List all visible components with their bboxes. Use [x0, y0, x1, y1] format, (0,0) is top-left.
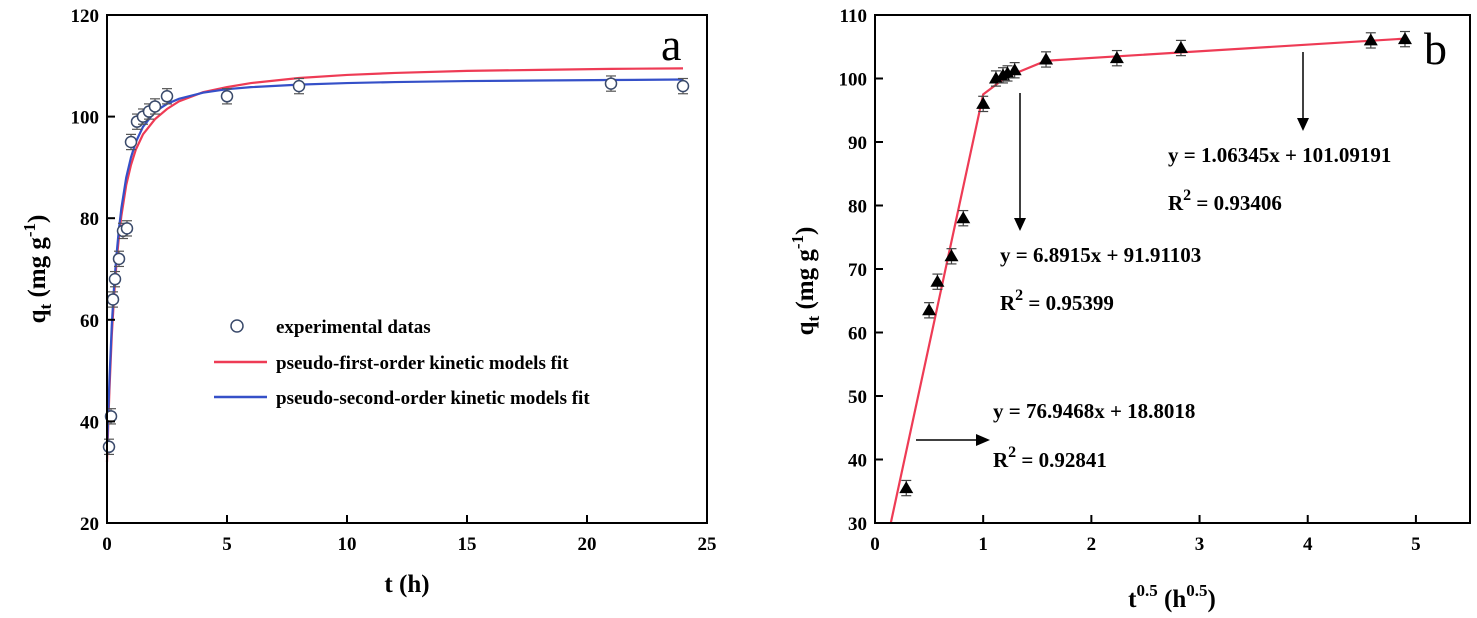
data-point: [988, 71, 1003, 84]
panel-a-y-axis-title: qt (mg g-1): [20, 215, 55, 324]
panel-b-y-tick-label: 110: [840, 6, 867, 27]
panel-b-y-axis-title: qt (mg g-1): [788, 227, 823, 336]
panel-b-y-tick-label: 30: [848, 514, 867, 535]
panel-b-y-tick-label: 80: [848, 197, 867, 218]
stage2-equation: y = 6.8915x + 91.91103: [1000, 243, 1201, 267]
data-point: [1000, 66, 1015, 79]
experimental-point: [676, 79, 690, 93]
panel-b-plot-area: [889, 30, 1412, 524]
panel-a-letter: a: [661, 19, 681, 70]
panel-b-y-tick-label: 100: [839, 70, 868, 91]
panel-b-arrows: [916, 52, 1309, 446]
panel-b-x-tick-label: 1: [978, 534, 988, 555]
legend-pso-label: pseudo-second-order kinetic models fit: [276, 388, 590, 409]
stage3-equation: y = 1.06345x + 101.09191: [1168, 143, 1391, 167]
panel-a-frame: [106, 14, 708, 524]
panel-b-x-tick-label: 2: [1087, 534, 1097, 555]
stage1-equation: y = 76.9468x + 18.8018: [993, 399, 1195, 423]
stage1-r2: R2 = 0.92841: [993, 444, 1107, 472]
panel-a-x-tick-label: 5: [222, 534, 232, 555]
arrow-stage2-head: [1014, 218, 1026, 231]
data-point: [922, 303, 937, 316]
panel-a-y-tick-label: 80: [80, 209, 99, 230]
legend-experimental-marker: [230, 319, 244, 333]
data-point: [1397, 32, 1412, 45]
experimental-point: [108, 272, 122, 286]
experimental-point: [292, 79, 306, 93]
stage3-r2: R2 = 0.93406: [1168, 187, 1282, 215]
panel-a-y-tick-label: 20: [80, 514, 99, 535]
panel-a-y-tick-label: 40: [80, 412, 99, 433]
data-point: [930, 274, 945, 287]
panel-a-plot-area: [102, 67, 690, 463]
panel-a-x-tick-label: 10: [338, 534, 357, 555]
data-point: [1007, 63, 1022, 76]
panel-b-y-tick-label: 40: [848, 451, 867, 472]
data-point: [1363, 33, 1378, 46]
data-point: [1109, 51, 1124, 64]
panel-b-y-tick-label: 50: [848, 387, 867, 408]
panel-b-x-tick-label: 5: [1411, 534, 1421, 555]
panel-b-x-tick-label: 3: [1195, 534, 1205, 555]
panel-a-x-tick-label: 25: [698, 534, 717, 555]
arrow-stage1-head: [976, 434, 990, 446]
panel-b-y-tick-label: 70: [848, 260, 867, 281]
panel-b-ticks: 0 1 2 3 4 5 30 40 50 60 70 80 90 100 110: [839, 6, 1421, 555]
data-point: [944, 249, 959, 262]
data-point: [956, 211, 971, 224]
panel-a: 0 5 10 15 20 25 20 40 60 80 100 120 a experimental …: [20, 6, 717, 598]
panel-b-y-tick-label: 60: [848, 324, 867, 345]
legend-pfo-label: pseudo-first-order kinetic models fit: [276, 353, 569, 374]
experimental-point: [160, 90, 174, 103]
panel-a-legend: experimental datas pseudo-first-order ki…: [214, 317, 590, 409]
stage2-r2: R2 = 0.95399: [1000, 287, 1114, 315]
panel-a-ticks: 0 5 10 15 20 25 20 40 60 80 100 120: [71, 6, 717, 555]
panel-a-y-tick-label: 100: [71, 108, 100, 129]
panel-b-x-tick-label: 0: [870, 534, 880, 555]
arrow-stage3-head: [1297, 118, 1309, 131]
panel-b-x-axis-title: t0.5 (h0.5): [1128, 581, 1216, 613]
data-point: [899, 481, 914, 494]
experimental-point: [120, 222, 134, 235]
data-point: [1039, 52, 1054, 65]
panel-b-frame: [874, 14, 1471, 524]
panel-a-x-tick-label: 20: [578, 534, 597, 555]
piecewise-fit-line: [889, 37, 1408, 524]
fit-annotation-stage3: y = 1.06345x + 101.09191 R2 = 0.93406: [1168, 143, 1391, 215]
experimental-point: [220, 90, 234, 103]
experimental-point: [112, 252, 126, 266]
fit-annotation-stage1: y = 76.9468x + 18.8018 R2 = 0.92841: [993, 399, 1195, 472]
panel-a-y-tick-label: 120: [71, 6, 100, 27]
experimental-point: [604, 77, 618, 90]
experimental-point: [102, 440, 116, 454]
panel-a-x-tick-label: 0: [102, 534, 112, 555]
experimental-point: [124, 135, 138, 149]
data-point: [1173, 41, 1188, 54]
panel-b-x-tick-label: 4: [1303, 534, 1313, 555]
fit-annotation-stage2: y = 6.8915x + 91.91103 R2 = 0.95399: [1000, 243, 1201, 315]
data-point: [976, 96, 991, 109]
panel-b-letter: b: [1424, 23, 1447, 74]
panel-a-y-tick-label: 60: [80, 311, 99, 332]
panel-b-y-tick-label: 90: [848, 133, 867, 154]
legend-experimental-label: experimental datas: [276, 317, 431, 338]
experimental-point: [148, 100, 162, 113]
panel-b: 0 1 2 3 4 5 30 40 50 60 70 80 90 100 110 b y = 1.06345…: [788, 6, 1471, 613]
panel-a-x-tick-label: 15: [458, 534, 477, 555]
panel-a-x-axis-title: t (h): [384, 571, 429, 598]
experimental-point: [106, 293, 120, 306]
